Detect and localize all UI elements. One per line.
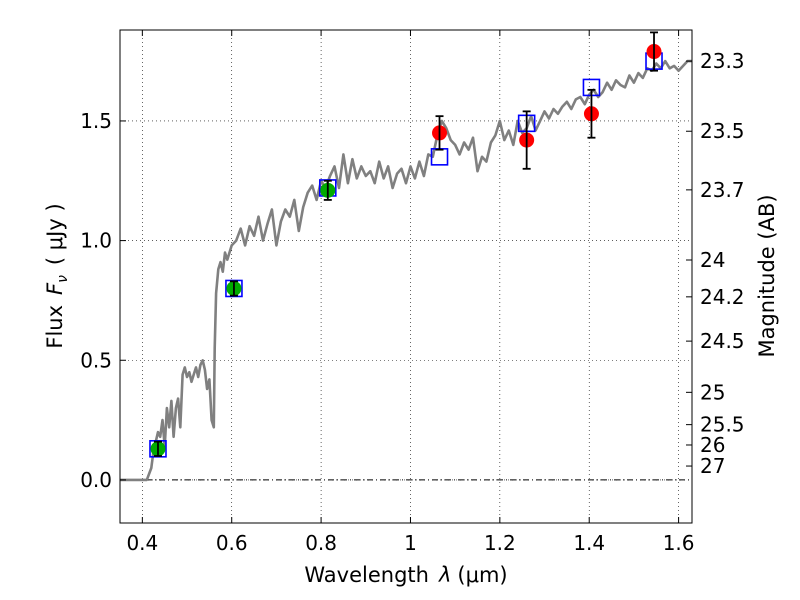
magnitude-axis-label: Magnitude (AB) [755, 194, 779, 357]
spectrum-layer [120, 59, 692, 482]
x-tick-label-4: 1.2 [484, 531, 516, 555]
x-tick-label-2: 0.8 [305, 531, 337, 555]
x-tick-label-6: 1.6 [663, 531, 695, 555]
grid-lines [120, 30, 692, 523]
magnitude-tick-label-4: 24.2 [700, 285, 745, 309]
y-tick-label-3: 1.5 [80, 109, 112, 133]
magnitude-tick-label-6: 25 [700, 380, 725, 404]
photometry-marks [149, 31, 663, 458]
y-tick-label-1: 0.5 [80, 348, 112, 372]
magnitude-tick-label-9: 27 [700, 454, 725, 478]
x-tick-label-0: 0.4 [126, 531, 158, 555]
y-axis-label: FluxFν( μJy ) [43, 203, 71, 348]
x-tick-label-3: 1 [404, 531, 417, 555]
magnitude-tick-label-7: 25.5 [700, 413, 745, 437]
x-tick-label-1: 0.6 [216, 531, 248, 555]
plot-frame [119, 29, 693, 524]
y-axis-ticks: 0.0 0.5 1.0 1.5 [80, 109, 126, 492]
magnitude-tick-label-1: 23.5 [700, 119, 745, 143]
y-tick-label-2: 1.0 [80, 229, 112, 253]
magnitude-tick-label-2: 23.7 [700, 178, 745, 202]
magnitude-tick-label-0: 23.3 [700, 49, 745, 73]
x-axis-ticks: 0.4 0.6 0.8 1 1.2 1.4 1.6 [126, 30, 695, 555]
spectrum-line [120, 59, 692, 482]
x-tick-label-5: 1.4 [573, 531, 605, 555]
y-tick-label-0: 0.0 [80, 468, 112, 492]
magnitude-tick-label-3: 24 [700, 248, 725, 272]
magnitude-tick-label-5: 24.5 [700, 329, 745, 353]
magnitude-tick-label-8: 26 [700, 433, 725, 457]
x-axis-label: Wavelength λ (μm) [304, 563, 507, 587]
